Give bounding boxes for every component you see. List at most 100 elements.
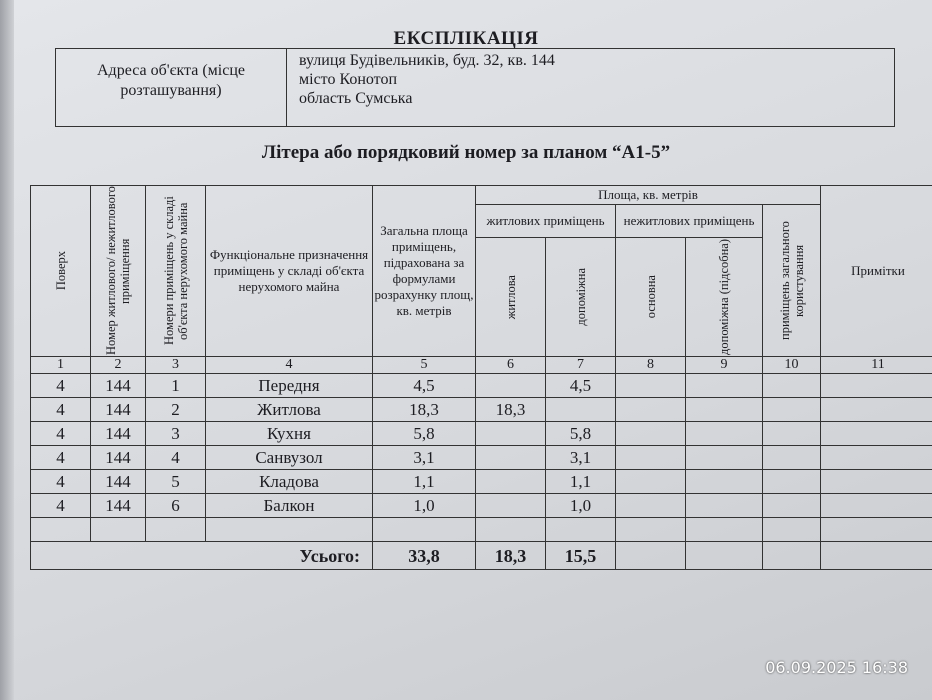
table-cell: 4: [145, 445, 206, 470]
table-cell: [685, 469, 763, 494]
table-cell: [685, 397, 763, 422]
table-cell: [762, 421, 821, 446]
column-number: 1: [30, 356, 91, 374]
table-row: 4 144 5 Кладова 1,1 1,1: [30, 469, 932, 494]
table-row: 4 144 4 Санвузол 3,1 3,1: [30, 445, 932, 470]
header-main: основна: [615, 237, 686, 357]
table-cell: [30, 517, 91, 542]
table-cell: [372, 517, 476, 542]
table-cell: [475, 517, 546, 542]
address-city: місто Конотоп: [299, 71, 398, 88]
table-cell: [762, 469, 821, 494]
table-cell: [615, 373, 686, 398]
table-cell: [475, 445, 546, 470]
table-cell: Передня: [205, 373, 373, 398]
header-unit-no: Номер житлового/ нежитлового приміщення: [90, 185, 146, 357]
totals-label: Усього:: [30, 541, 373, 570]
table-cell: [685, 493, 763, 518]
table-cell: 2: [145, 397, 206, 422]
cell: [762, 541, 821, 570]
table-cell: Житлова: [205, 397, 373, 422]
address-region: область Сумська: [299, 90, 413, 107]
table-row: [30, 517, 932, 542]
cell: [615, 541, 686, 570]
column-number: 8: [615, 356, 686, 374]
cell: [685, 541, 763, 570]
table-cell: 4,5: [372, 373, 476, 398]
header-notes: Примітки: [820, 185, 932, 357]
table-cell: 6: [145, 493, 206, 518]
table-cell: 144: [90, 493, 146, 518]
table-row: 4 144 2 Житлова 18,3 18,3: [30, 397, 932, 422]
column-number: 11: [820, 356, 932, 374]
header-nonresidential: нежитлових приміщень: [615, 204, 763, 238]
explication-table: Поверх Номер житлового/ нежитлового прим…: [30, 185, 932, 570]
table-cell: 4: [30, 421, 91, 446]
table-cell: 144: [90, 469, 146, 494]
table-cell: 4: [30, 445, 91, 470]
table-cell: 5,8: [545, 421, 616, 446]
table-cell: 5,8: [372, 421, 476, 446]
table-row: 4 144 3 Кухня 5,8 5,8: [30, 421, 932, 446]
table-cell: [820, 373, 932, 398]
table-cell: 3,1: [372, 445, 476, 470]
totals-row: Усього: 33,8 18,3 15,5: [30, 541, 932, 570]
column-number: 7: [545, 356, 616, 374]
table-cell: [205, 517, 373, 542]
column-number: 10: [762, 356, 821, 374]
table-cell: [475, 493, 546, 518]
header-floor: Поверх: [30, 185, 91, 357]
table-cell: [762, 373, 821, 398]
column-number: 3: [145, 356, 206, 374]
table-cell: 1,0: [372, 493, 476, 518]
table-cell: [615, 421, 686, 446]
table-row: 4 144 1 Передня 4,5 4,5: [30, 373, 932, 398]
document-title: ЕКСПЛІКАЦІЯ: [393, 28, 539, 49]
column-number: 9: [685, 356, 763, 374]
table-cell: [615, 397, 686, 422]
header-area: Площа, кв. метрів: [475, 185, 821, 205]
table-cell: [475, 469, 546, 494]
table-cell: 4,5: [545, 373, 616, 398]
table-cell: Кухня: [205, 421, 373, 446]
table-cell: [475, 373, 546, 398]
table-cell: 144: [90, 373, 146, 398]
table-cell: [762, 445, 821, 470]
table-cell: 5: [145, 469, 206, 494]
plan-subtitle: Літера або порядковий номер за планом “А…: [261, 142, 671, 163]
table-cell: 3,1: [545, 445, 616, 470]
table-cell: [820, 517, 932, 542]
table-cell: 1,1: [372, 469, 476, 494]
header-aux-util: допоміжна (підсобна): [685, 237, 763, 357]
table-cell: [615, 493, 686, 518]
header-room-no: Номери приміщень у складі об'єкта нерухо…: [145, 185, 206, 357]
table-cell: 4: [30, 469, 91, 494]
table-cell: 144: [90, 421, 146, 446]
table-cell: 4: [30, 373, 91, 398]
header-living: житлова: [475, 237, 546, 357]
header-purpose: Функціональне призначення приміщень у ск…: [205, 185, 373, 357]
column-number: 6: [475, 356, 546, 374]
table-cell: Кладова: [205, 469, 373, 494]
table-cell: [685, 517, 763, 542]
column-number: 5: [372, 356, 476, 374]
header-total: Загальна площа приміщень, підрахована за…: [372, 185, 476, 357]
table-cell: [545, 517, 616, 542]
totals-living: 18,3: [475, 541, 546, 570]
header-common: приміщень загального користування: [762, 204, 821, 357]
address-box: Адреса об'єкта (місце розташування) вули…: [55, 48, 895, 127]
header-residential: житлових приміщень: [475, 204, 616, 238]
table-cell: 144: [90, 445, 146, 470]
column-numbers-row: 1 2 3 4 5 6 7 8 9 10 11: [30, 356, 932, 374]
table-cell: [762, 493, 821, 518]
table-cell: 1,0: [545, 493, 616, 518]
table-cell: 4: [30, 493, 91, 518]
table-cell: [820, 493, 932, 518]
table-cell: [545, 397, 616, 422]
table-cell: 18,3: [475, 397, 546, 422]
header-aux: допоміжна: [545, 237, 616, 357]
table-cell: [685, 421, 763, 446]
totals-total: 33,8: [372, 541, 476, 570]
table-cell: 1,1: [545, 469, 616, 494]
table-cell: [615, 469, 686, 494]
